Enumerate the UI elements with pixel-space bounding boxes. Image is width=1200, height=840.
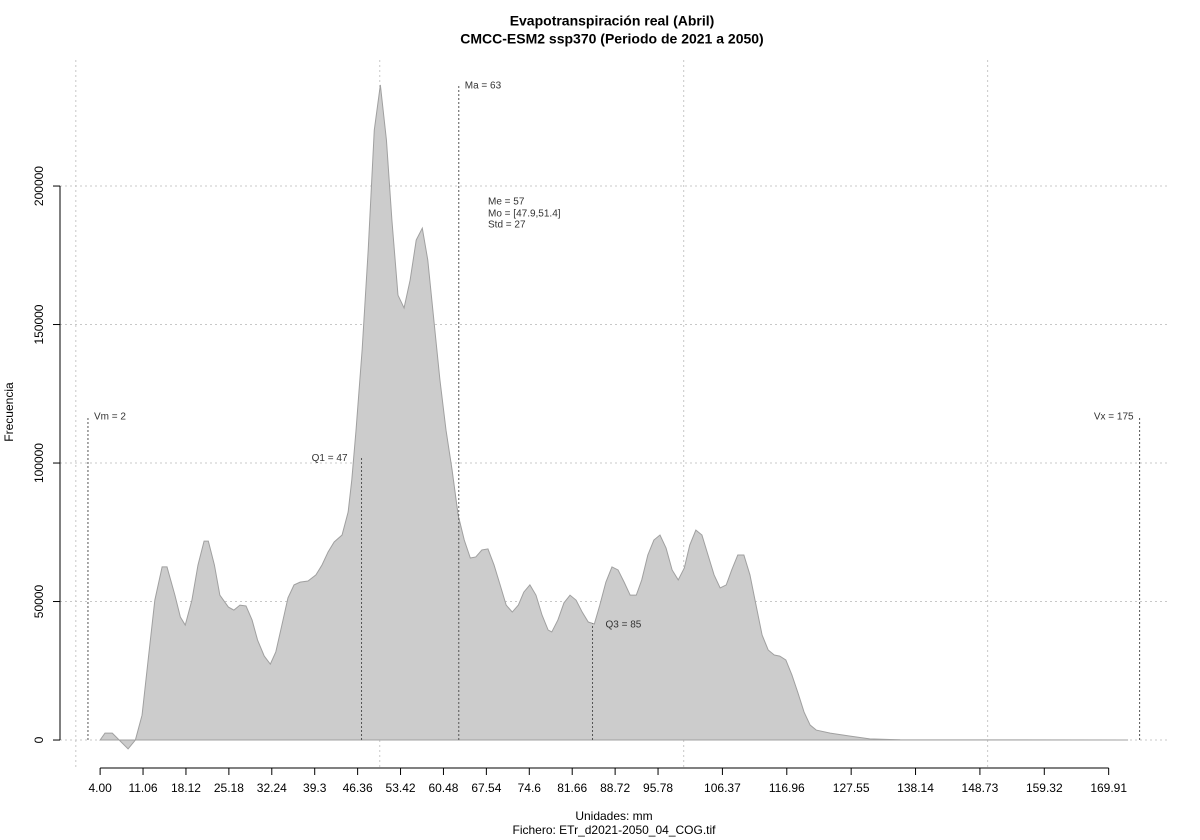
y-tick-label: 200000 [32, 166, 46, 206]
chart-subtitle: CMCC-ESM2 ssp370 (Periodo de 2021 a 2050… [460, 31, 763, 47]
x-tick-label: 148.73 [962, 781, 999, 795]
x-tick-label: 53.42 [386, 781, 416, 795]
annotation-label: Q1 = 47 [312, 453, 348, 464]
stat-text: Std = 27 [488, 220, 526, 231]
y-tick-label: 100000 [32, 443, 46, 483]
annotation-label: Ma = 63 [465, 81, 502, 92]
x-tick-label: 159.32 [1026, 781, 1063, 795]
x-tick-label: 169.91 [1090, 781, 1127, 795]
footer: Fichero: ETr_d2021-2050_04_COG.tif [513, 823, 717, 837]
density-area [99, 84, 1129, 750]
annotation-label: Q3 = 85 [606, 619, 642, 630]
x-tick-label: 127.55 [833, 781, 870, 795]
x-tick-label: 67.54 [471, 781, 501, 795]
annotation-label: Vx = 175 [1094, 412, 1134, 423]
x-tick-label: 4.00 [88, 781, 112, 795]
x-tick-label: 25.18 [214, 781, 244, 795]
x-tick-label: 60.48 [428, 781, 458, 795]
x-tick-label: 32.24 [257, 781, 287, 795]
y-tick-label: 0 [32, 736, 46, 743]
y-tick-label: 50000 [32, 585, 46, 619]
x-tick-label: 116.96 [769, 781, 805, 795]
x-axis-label: Unidades: mm [575, 809, 652, 823]
chart-title: Evapotranspiración real (Abril) [510, 13, 715, 29]
x-tick-label: 81.66 [557, 781, 587, 795]
annotation-label: Vm = 2 [94, 412, 126, 423]
y-tick-label: 150000 [32, 304, 46, 344]
stat-text: Mo = [47.9,51.4] [488, 209, 561, 220]
y-axis-label: Frecuencia [2, 382, 16, 442]
x-tick-label: 138.14 [897, 781, 934, 795]
x-tick-label: 88.72 [600, 781, 630, 795]
x-tick-label: 39.3 [303, 781, 327, 795]
stat-text: Me = 57 [488, 197, 525, 208]
x-tick-label: 18.12 [171, 781, 201, 795]
x-tick-label: 106.37 [704, 781, 741, 795]
x-tick-label: 95.78 [643, 781, 673, 795]
x-tick-label: 74.6 [518, 781, 542, 795]
x-tick-label: 11.06 [128, 781, 157, 795]
x-tick-label: 46.36 [343, 781, 373, 795]
